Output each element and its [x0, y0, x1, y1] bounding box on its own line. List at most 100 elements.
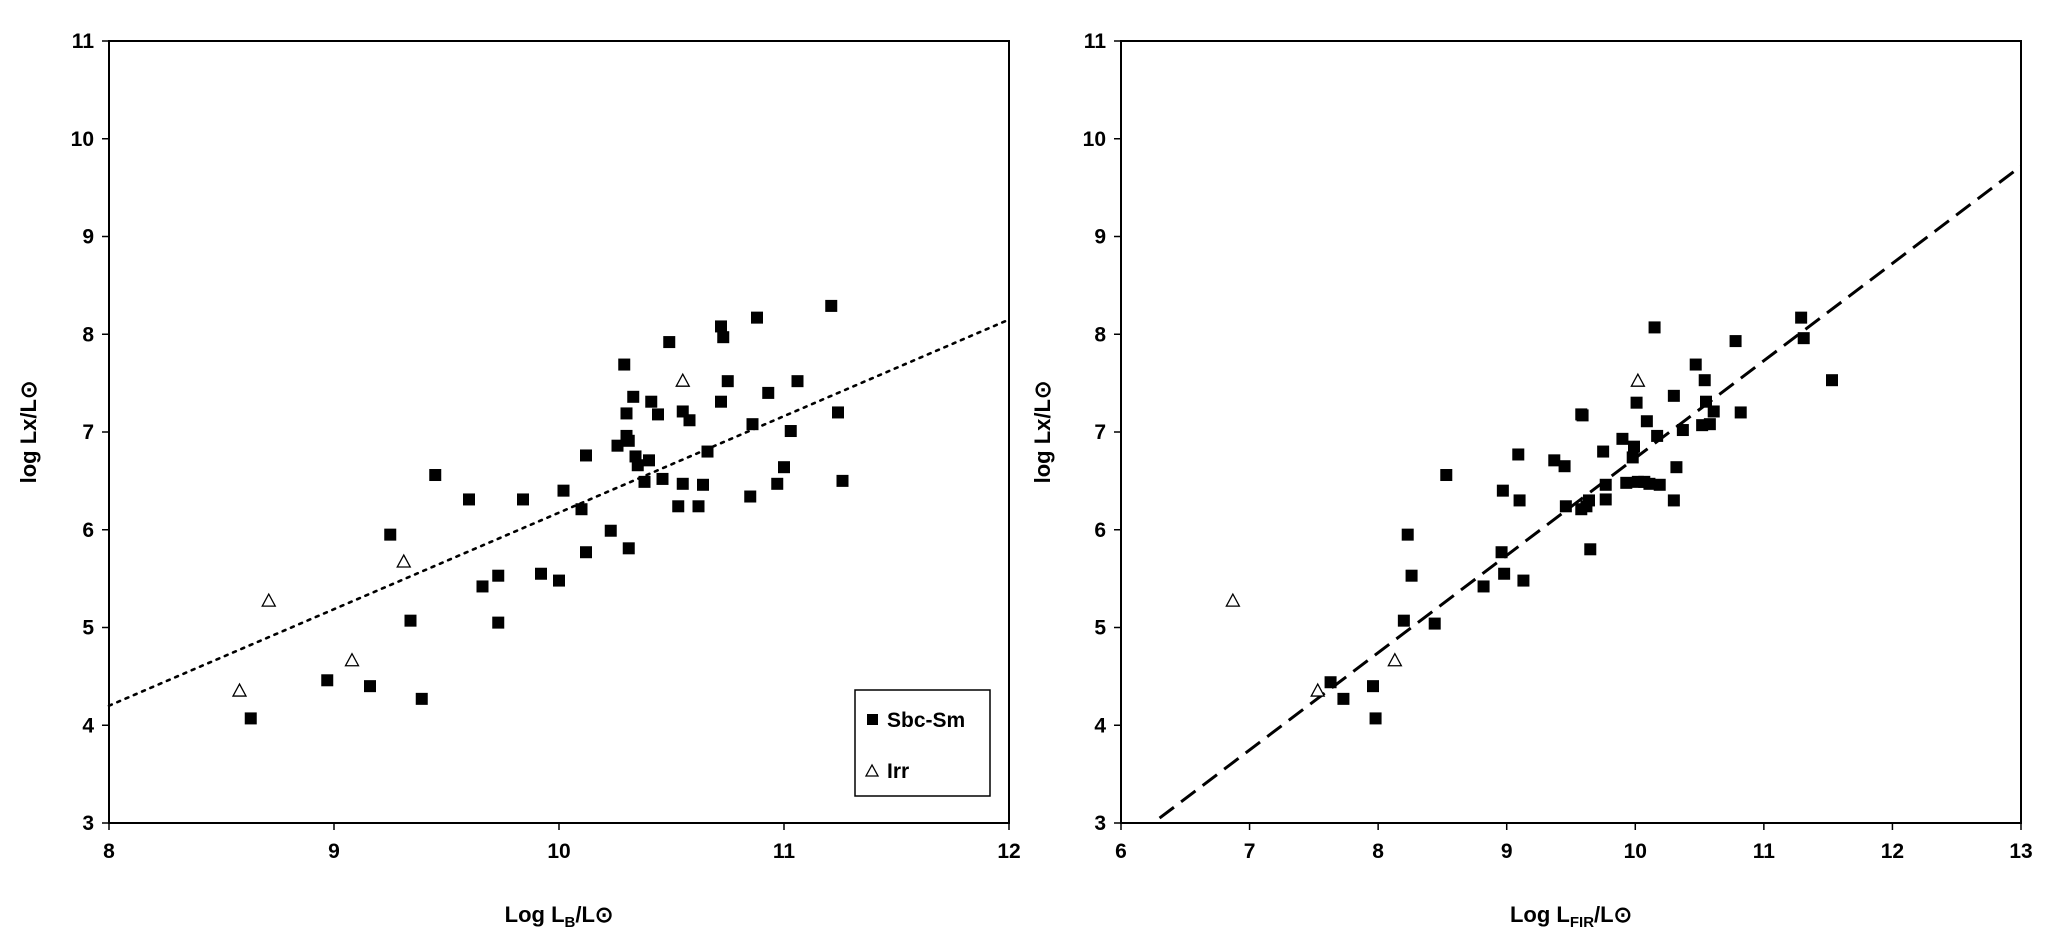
data-point-square	[762, 386, 775, 399]
data-point-square	[492, 616, 505, 629]
x-tick-label: 6	[1115, 840, 1127, 863]
y-tick-label: 7	[82, 421, 94, 444]
data-point-square	[575, 503, 588, 516]
data-point-square	[492, 569, 505, 582]
data-point-square	[622, 542, 635, 555]
data-point-square	[645, 395, 658, 408]
data-point-triangle	[1310, 682, 1326, 697]
data-point-square	[364, 680, 376, 693]
data-point-square	[676, 477, 689, 490]
data-point-triangle	[396, 553, 412, 568]
data-point-square	[1826, 374, 1838, 387]
data-point-square	[1676, 424, 1689, 437]
y-tick-label: 11	[1084, 30, 1107, 53]
data-point-square	[771, 477, 784, 490]
x-tick-label: 8	[1372, 840, 1384, 863]
data-point-square	[1517, 574, 1530, 587]
data-point-square	[1643, 477, 1656, 490]
trend-line-layer	[1158, 164, 2022, 820]
trend-line	[1158, 164, 2022, 820]
data-point-square	[1667, 389, 1680, 402]
data-point-square	[663, 336, 676, 349]
y-tick-label: 8	[82, 323, 94, 346]
data-point-square	[697, 478, 709, 491]
data-point-square	[1367, 680, 1379, 693]
y-tick-label: 3	[82, 812, 94, 835]
data-point-square	[778, 461, 790, 474]
data-point-triangle	[1387, 652, 1403, 667]
x-axis-label-tail: /L⊙	[575, 902, 613, 927]
data-point-square	[611, 439, 624, 452]
y-tick-label: 5	[1094, 617, 1106, 640]
data-point-square	[1734, 406, 1747, 419]
legend-box	[854, 689, 991, 797]
data-point-square	[535, 567, 547, 580]
data-point-square	[557, 484, 570, 497]
data-point-square	[825, 299, 838, 312]
data-point-square	[244, 712, 257, 725]
data-point-square	[1653, 478, 1666, 491]
y-tick-label: 10	[71, 128, 94, 151]
data-point-square	[604, 524, 617, 537]
y-tick-label: 3	[1094, 812, 1106, 835]
data-point-square	[1558, 460, 1571, 473]
data-point-square	[1707, 405, 1720, 418]
data-point-triangle	[1225, 592, 1241, 607]
tick-layer: 6 7 8 9 10 11 12 13 3 4 5 6 7 8 9 10 11	[1083, 30, 2033, 863]
data-point-layer	[231, 299, 849, 725]
data-point-triangle	[261, 592, 277, 607]
data-point-square	[1698, 374, 1711, 387]
data-point-square	[692, 500, 705, 513]
data-point-square	[1324, 676, 1337, 689]
legend-label-irr: Irr	[887, 760, 909, 783]
data-point-square	[715, 395, 727, 408]
data-point-square	[1795, 311, 1808, 324]
data-point-square	[622, 434, 635, 447]
data-point-square	[1584, 543, 1597, 556]
data-point-square	[1440, 469, 1453, 482]
data-point-square	[1401, 528, 1414, 541]
trend-line	[107, 318, 1011, 708]
right-scatter-chart: 6 7 8 9 10 11 12 13 3 4 5 6 7 8 9 10 11 log Lx/L⊙ Log LF…	[1030, 30, 2033, 931]
y-tick-label: 4	[82, 714, 94, 737]
x-axis-label-main: Log L	[1510, 902, 1570, 927]
data-point-square	[1599, 493, 1612, 506]
data-point-square	[746, 418, 759, 431]
data-point-square	[1513, 494, 1526, 507]
data-point-square	[784, 425, 797, 438]
data-point-square	[721, 375, 734, 388]
data-point-square	[1729, 335, 1742, 348]
data-point-square	[631, 459, 644, 472]
plot-area-frame	[1120, 40, 2022, 824]
data-point-square	[1576, 409, 1589, 422]
y-tick-label: 9	[82, 226, 94, 249]
data-point-square	[517, 493, 529, 506]
data-point-triangle	[675, 372, 691, 387]
data-point-square	[1495, 546, 1508, 559]
x-tick-label: 9	[328, 840, 340, 863]
y-tick-label: 11	[72, 30, 95, 53]
data-point-square	[672, 500, 685, 513]
data-point-square	[1689, 358, 1702, 371]
data-point-square	[1583, 494, 1595, 507]
y-tick-label: 8	[1094, 323, 1106, 346]
data-point-square	[1548, 454, 1561, 467]
data-point-square	[1670, 461, 1683, 474]
data-point-square	[638, 475, 651, 488]
data-point-square	[1620, 476, 1633, 489]
y-axis-label: log Lx/L⊙	[1030, 381, 1055, 484]
x-axis-label-tail: /L⊙	[1594, 902, 1632, 927]
data-point-square	[1703, 418, 1716, 431]
data-point-square	[620, 407, 633, 420]
data-point-triangle	[231, 682, 248, 697]
y-axis-label: log Lx/L⊙	[16, 381, 41, 484]
y-tick-label: 7	[1094, 421, 1106, 444]
data-point-square	[1559, 500, 1572, 513]
data-point-square	[415, 692, 428, 705]
data-point-layer	[1225, 311, 1838, 725]
data-point-square	[836, 474, 849, 487]
data-point-square	[1405, 569, 1418, 582]
x-tick-label: 8	[103, 840, 115, 863]
y-tick-label: 9	[1094, 226, 1106, 249]
